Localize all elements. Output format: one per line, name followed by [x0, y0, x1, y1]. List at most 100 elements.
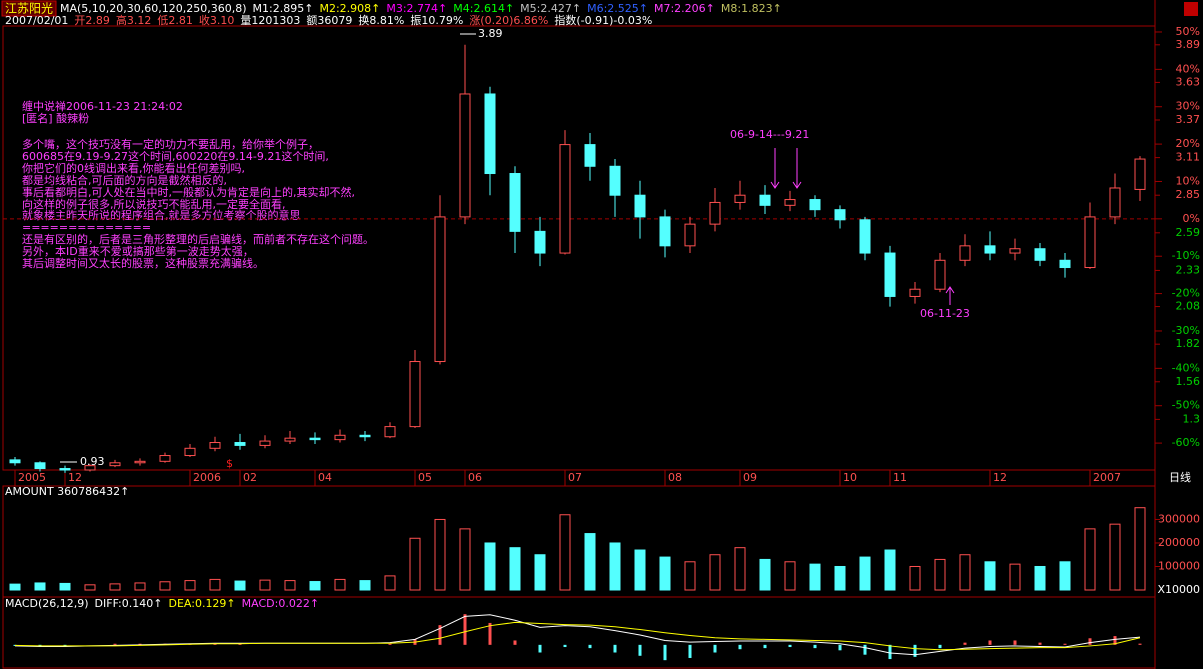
ma-value: M6:2.525↑ [587, 2, 648, 15]
date-label: 06-11-23 [920, 307, 970, 320]
candle-body [59, 468, 71, 471]
candle-body [234, 442, 246, 446]
y-tick-label: 3.11 [1176, 151, 1201, 164]
candle-body [209, 442, 221, 449]
quote-item: 额36079 [306, 14, 352, 27]
volume-bar [1034, 565, 1046, 591]
comment-line: 其后调整时间又太长的股票，这种股票充满骗线。 [22, 256, 264, 270]
macd-legend: DEA:0.129↑ [168, 597, 235, 610]
candle-body [1134, 158, 1146, 190]
candle-body [834, 209, 846, 221]
volume-bar [9, 583, 21, 591]
volume-bar [734, 547, 746, 591]
candle-body [709, 201, 721, 225]
y2-tick-label: 0% [1183, 212, 1200, 225]
volume-bar [534, 554, 546, 591]
volume-bar [584, 533, 596, 591]
candle-body [284, 437, 296, 442]
volume-bar [959, 554, 971, 591]
candle-body [34, 462, 46, 470]
volume-bar [934, 558, 946, 591]
candle-body [784, 199, 796, 206]
comment-line: 都是均线粘合,可后面的方向是截然相反的, [22, 173, 227, 187]
comment-line: 还是有区别的，后者是三角形整理的后启骗线，而前者不存在这个问题。 [22, 232, 374, 246]
x-tick-label: 12 [68, 471, 82, 484]
candle-body [634, 194, 646, 218]
comment-line: 你把它们的0线调出来看,你能看出任何差别吗, [22, 161, 245, 175]
volume-bar [259, 579, 271, 591]
y2-tick-label: -10% [1172, 249, 1200, 262]
volume-bar [84, 584, 96, 591]
volume-bar [659, 556, 671, 591]
x-tick-label: 06 [468, 471, 482, 484]
volume-bar [434, 518, 446, 591]
y2-tick-label: -60% [1172, 436, 1200, 449]
candle-body [459, 93, 471, 218]
volume-bar [759, 558, 771, 591]
annotation-arrow [945, 286, 955, 305]
quote-item: 2007/02/01 [5, 14, 68, 27]
ma-value: M2:2.908↑ [319, 2, 380, 15]
x-tick-label: 05 [418, 471, 432, 484]
quote-item: 指数(-0.91)-0.03% [554, 13, 652, 27]
candle-body [1084, 216, 1096, 269]
stock-name-box [1, 0, 57, 17]
comment-line: 另外，本ID重来不爱或搞那些第一波走势太强， [22, 244, 254, 258]
candle-body [9, 459, 21, 464]
signal-mark: $ [226, 457, 233, 470]
candle-body [909, 288, 921, 297]
ma-value: M4:2.614↑ [453, 2, 514, 15]
candle-body [309, 437, 321, 441]
x-tick-label: 08 [668, 471, 682, 484]
candle-body [984, 245, 996, 254]
quote-item: 涨(0.20)6.86% [469, 14, 548, 27]
volume-bar [334, 578, 346, 591]
y-tick-label: 300000 [1158, 512, 1200, 525]
ma-value: M8:1.823↑ [721, 2, 782, 15]
volume-bar [209, 578, 221, 591]
x-tick-label: 07 [568, 471, 582, 484]
ma-value: MA(5,10,20,30,60,120,250,360,8) [60, 2, 247, 15]
y-tick-label: 3.63 [1176, 75, 1201, 88]
ma-value: M3:2.774↑ [386, 2, 447, 15]
y2-tick-label: -30% [1172, 324, 1200, 337]
comment-line: 多个嘴，这个技巧没有一定的功力不要乱用，给你举个例子， [22, 137, 319, 151]
y2-tick-label: -40% [1172, 361, 1200, 374]
macd-line [14, 621, 1141, 651]
y-tick-label: 3.37 [1176, 113, 1201, 126]
volume-bar [634, 549, 646, 591]
y-tick-label: 2.33 [1176, 263, 1201, 276]
ma-value: M7:2.206↑ [654, 2, 715, 15]
x-tick-label: 2007 [1093, 471, 1121, 484]
volume-unit: X10000 [1157, 583, 1200, 596]
y-tick-label: 1.56 [1176, 375, 1201, 388]
quote-item: 高3.12 [116, 13, 152, 27]
candle-body [734, 194, 746, 203]
y-tick-label: 1.82 [1176, 337, 1201, 350]
low-label: 0.93 [80, 455, 105, 468]
stock-name: 江苏阳光 [5, 2, 53, 16]
macd-legend: DIFF:0.140↑ [95, 597, 163, 610]
volume-frame [2, 485, 1156, 598]
volume-bar [609, 542, 621, 591]
candle-body [384, 426, 396, 438]
volume-bar [909, 565, 921, 591]
candle-body [534, 230, 546, 254]
y2-tick-label: 50% [1176, 25, 1200, 38]
volume-bar [159, 581, 171, 591]
candle-body [134, 460, 146, 464]
y2-tick-label: 20% [1176, 137, 1200, 150]
candle-body [659, 216, 671, 247]
comment-line: 事后看都明白,可人处在当中时,一般都认为肯定是向上的,其实却不然, [22, 185, 355, 199]
candle-body [559, 144, 571, 254]
quote-item: 开2.89 [74, 14, 110, 27]
comment-line: [匿名] 酸辣粉 [22, 111, 89, 125]
candle-body [359, 434, 371, 438]
candle-body [109, 462, 121, 467]
candle-body [584, 144, 596, 167]
y2-tick-label: 40% [1176, 62, 1200, 75]
candle-body [409, 361, 421, 428]
toggle-icon[interactable] [1184, 2, 1198, 16]
volume-bar [784, 561, 796, 591]
